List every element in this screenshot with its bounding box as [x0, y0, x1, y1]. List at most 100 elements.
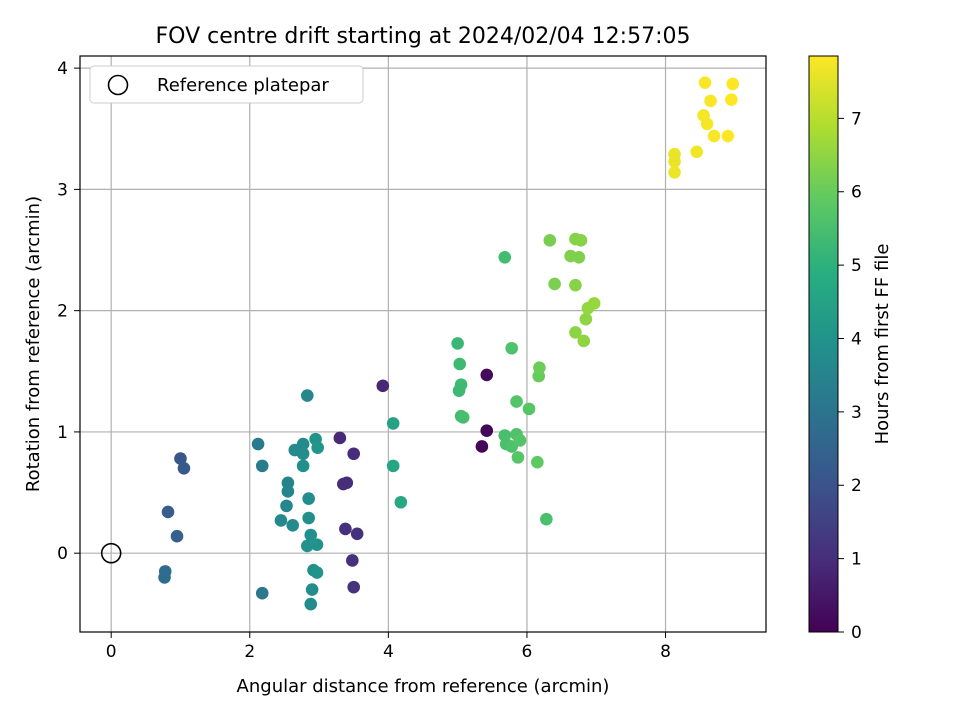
scatter-point — [310, 538, 324, 551]
scatter-point — [698, 76, 712, 89]
scatter-point — [533, 361, 546, 374]
scatter-point — [255, 459, 269, 473]
colorbar-tick-label: 1 — [851, 550, 862, 570]
scatter-point — [255, 586, 269, 600]
scatter-point — [579, 312, 593, 326]
scatter-point — [304, 528, 318, 542]
data-points — [158, 76, 740, 611]
legend-entry-reference: Reference platepar — [157, 75, 329, 96]
scatter-point — [281, 485, 295, 498]
scatter-point — [704, 94, 717, 108]
colorbar-tick-label: 6 — [851, 183, 862, 203]
scatter-point — [274, 514, 288, 527]
scatter-point — [475, 440, 489, 453]
y-tick-label: 0 — [57, 544, 68, 564]
colorbar-tick-label: 7 — [851, 109, 862, 129]
scatter-point — [302, 511, 315, 525]
scatter-point — [700, 117, 714, 131]
scatter-point — [456, 411, 470, 424]
scatter-point — [569, 326, 582, 339]
axis-ticks: 0 2 4 6 8 0 1 2 3 4 — [57, 59, 671, 662]
colorbar-tick-label: 0 — [851, 623, 862, 643]
scatter-point — [707, 129, 721, 143]
scatter-point — [174, 452, 187, 465]
scatter-point — [725, 93, 738, 106]
scatter-point — [577, 334, 591, 348]
scatter-point — [310, 566, 324, 579]
scatter-point — [296, 437, 310, 451]
scatter-point — [280, 499, 293, 513]
scatter-point — [300, 539, 314, 553]
scatter-point — [511, 451, 525, 464]
x-axis-label: Angular distance from reference (arcmin) — [237, 676, 610, 697]
colorbar-ticks: 0 1 2 3 4 5 6 7 — [838, 109, 862, 643]
scatter-point — [572, 250, 586, 264]
scatter-point — [305, 583, 319, 596]
x-tick-label: 8 — [660, 642, 671, 662]
y-tick-label: 2 — [57, 302, 68, 322]
reference-point-layer — [100, 542, 122, 564]
scatter-point — [376, 379, 390, 393]
scatter-point — [453, 357, 467, 371]
scatter-point — [668, 166, 681, 179]
scatter-point — [505, 341, 518, 355]
x-tick-label: 2 — [244, 642, 255, 662]
colorbar-tick-label: 4 — [851, 329, 862, 349]
scatter-point — [386, 417, 400, 430]
scatter-point — [311, 441, 324, 454]
legend-box — [89, 65, 364, 104]
scatter-point — [304, 597, 318, 611]
grid-lines — [80, 56, 766, 632]
scatter-point — [480, 424, 494, 438]
scatter-point — [569, 278, 582, 292]
plot-frame — [79, 55, 767, 633]
scatter-point — [690, 145, 704, 159]
x-tick-label: 6 — [522, 642, 533, 662]
y-tick-label: 3 — [57, 180, 68, 200]
scatter-point — [346, 554, 359, 567]
x-tick-label: 4 — [383, 642, 394, 662]
y-axis-label: Rotation from reference (arcmin) — [23, 196, 44, 492]
scatter-point — [510, 395, 523, 408]
scatter-point — [350, 527, 364, 541]
scatter-point — [251, 437, 265, 451]
scatter-point — [347, 447, 361, 461]
scatter-point — [522, 402, 536, 416]
scatter-point — [339, 522, 352, 536]
scatter-point — [386, 459, 400, 473]
legend-marker-icon — [107, 74, 129, 96]
colorbar-label: Hours from first FF file — [872, 244, 893, 445]
x-tick-label: 0 — [106, 642, 117, 662]
colorbar-tick-label: 3 — [851, 403, 862, 423]
scatter-point — [540, 512, 553, 526]
scatter-point — [177, 461, 191, 475]
scatter-point — [296, 447, 310, 461]
scatter-point — [721, 129, 735, 143]
scatter-point — [161, 505, 175, 519]
scatter-point — [498, 250, 512, 264]
scatter-point — [333, 431, 347, 445]
scatter-point — [337, 477, 350, 491]
scatter-point — [394, 495, 408, 509]
y-tick-label: 4 — [57, 59, 68, 79]
scatter-point — [296, 459, 310, 473]
colorbar — [808, 55, 839, 633]
scatter-point — [300, 389, 314, 402]
scatter-point — [170, 529, 184, 543]
scatter-point — [574, 234, 588, 247]
scatter-point — [302, 492, 315, 505]
colorbar-tick-label: 2 — [851, 476, 862, 496]
colorbar-tick-label: 5 — [851, 256, 862, 276]
scatter-point — [286, 518, 300, 532]
reference-platepar-marker — [100, 542, 122, 564]
scatter-point — [548, 277, 561, 291]
scatter-point — [726, 77, 740, 91]
scatter-point — [543, 234, 557, 247]
legend: Reference platepar — [89, 65, 364, 104]
scatter-point — [587, 297, 601, 310]
scatter-point — [451, 337, 464, 350]
y-tick-label: 1 — [57, 423, 68, 443]
scatter-point — [347, 580, 361, 594]
scatter-point — [452, 384, 466, 397]
